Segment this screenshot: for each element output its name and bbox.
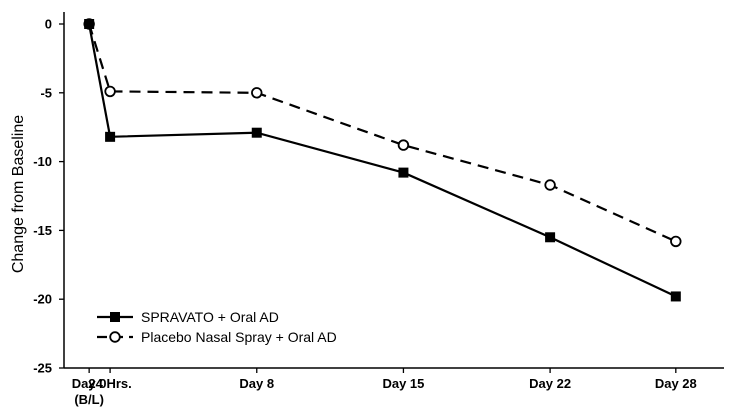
series-line	[88, 23, 677, 298]
x-tick-sublabel: (B/L)	[74, 392, 104, 407]
legend: SPRAVATO + Oral AD Placebo Nasal Spray + …	[97, 309, 337, 345]
legend-item: Placebo Nasal Spray + Oral AD	[97, 329, 337, 345]
x-tick-label: Day 28	[655, 376, 697, 391]
data-point-square	[545, 232, 556, 243]
legend-square-marker	[110, 312, 120, 322]
data-point-square	[670, 291, 681, 302]
x-tick-label: Day 0	[72, 376, 107, 391]
y-tick-label: -15	[33, 223, 52, 238]
data-point-circle	[104, 85, 116, 98]
series-line	[88, 23, 677, 243]
y-tick-label: -10	[33, 154, 52, 169]
series-placebo	[83, 18, 682, 248]
y-axis-title: Change from Baseline	[10, 115, 27, 273]
series-spravato	[84, 19, 681, 302]
legend-circle-marker	[109, 331, 121, 343]
data-point-square	[398, 167, 409, 178]
axes	[59, 12, 724, 373]
y-tick-label: -5	[40, 85, 52, 100]
x-tick-label: Day 8	[239, 376, 274, 391]
data-point-square	[105, 131, 116, 142]
x-tick-label: Day 22	[529, 376, 571, 391]
data-point-square	[84, 19, 95, 29]
series	[83, 18, 682, 302]
legend-label: SPRAVATO + Oral AD	[141, 309, 279, 325]
data-point-circle	[670, 235, 682, 248]
y-tick-label: -25	[33, 361, 52, 376]
data-point-square	[251, 127, 262, 138]
data-point-circle	[251, 87, 263, 99]
x-tick-label: 24 Hrs.	[88, 376, 131, 391]
x-tick-label: Day 15	[382, 376, 424, 391]
data-point-circle	[544, 179, 556, 191]
y-tick-label: 0	[45, 17, 52, 32]
legend-item: SPRAVATO + Oral AD	[97, 309, 279, 325]
legend-label: Placebo Nasal Spray + Oral AD	[141, 329, 337, 345]
data-point-circle	[397, 139, 410, 151]
tick-labels: 0 -5 -10 -15 -20 -25 Day 0(B/L)24 Hrs. Day 8 Day…	[10, 17, 697, 408]
y-tick-label: -20	[33, 292, 52, 307]
